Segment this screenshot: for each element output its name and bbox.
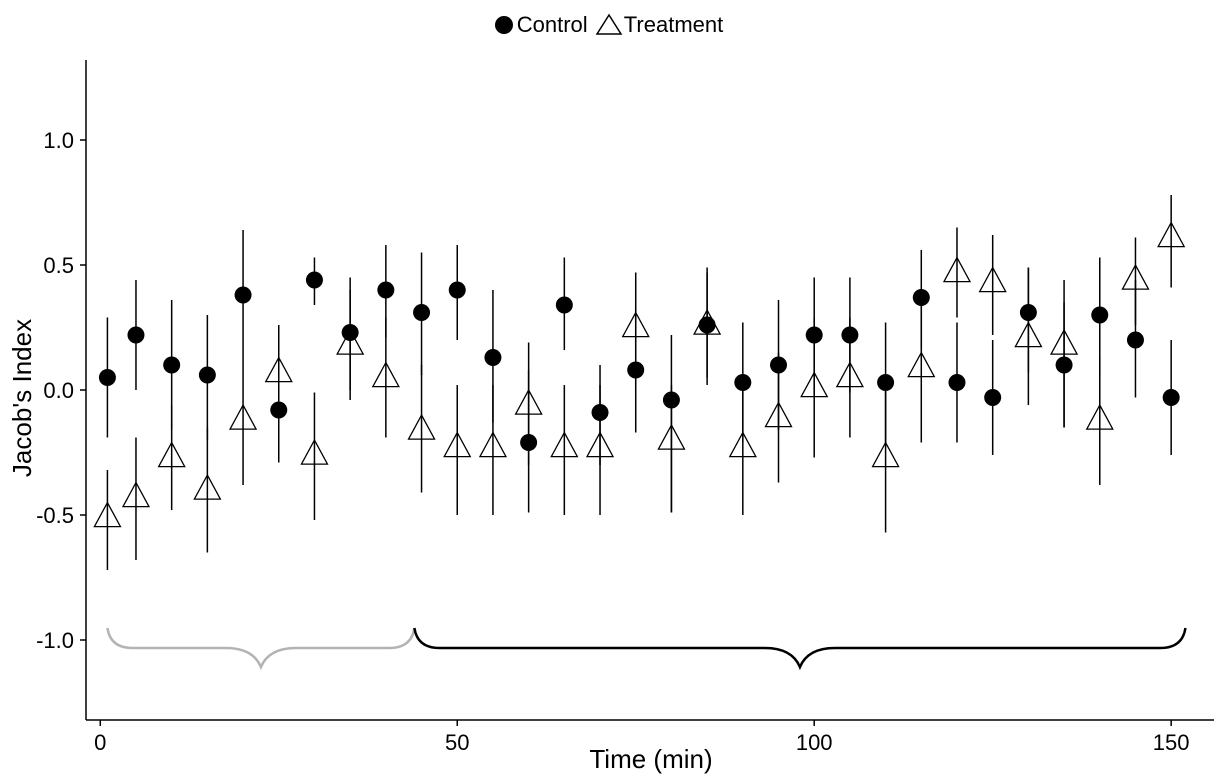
- treatment-point: [93, 501, 122, 528]
- y-tick-label: 0.0: [43, 378, 74, 403]
- x-tick-label: 150: [1153, 730, 1190, 755]
- treatment-point: [550, 431, 579, 458]
- open-triangle-icon: [595, 13, 623, 35]
- treatment-point: [1121, 263, 1150, 290]
- treatment-point: [800, 371, 829, 398]
- y-tick-label: -1.0: [36, 628, 74, 653]
- treatment-point: [1049, 328, 1079, 355]
- control-point: [984, 389, 1002, 406]
- control-point: [627, 361, 645, 379]
- control-point: [377, 281, 395, 299]
- treatment-point: [1085, 403, 1114, 430]
- x-tick-label: 50: [445, 730, 469, 755]
- treatment-point: [907, 351, 936, 378]
- control-point: [734, 374, 752, 391]
- curly-brace: [106, 627, 416, 671]
- control-point: [1019, 304, 1037, 321]
- treatment-point: [514, 388, 543, 415]
- treatment-point: [764, 401, 793, 428]
- control-point: [555, 296, 573, 314]
- legend-item-treatment: Treatment: [594, 12, 723, 38]
- axes: -1.0 -0.5 0.0 0.5 1.0 0 50 100 150: [36, 60, 1214, 755]
- treatment-point: [693, 308, 722, 335]
- treatment-point: [336, 328, 365, 355]
- treatment-point: [443, 431, 472, 458]
- treatment-point: [300, 438, 329, 465]
- control-point: [198, 366, 216, 384]
- control-point: [948, 374, 966, 391]
- treatment-point: [657, 423, 686, 450]
- legend-label-treatment: Treatment: [623, 12, 724, 37]
- control-point: [127, 326, 145, 344]
- control-point: [912, 289, 930, 306]
- control-point: [877, 374, 895, 391]
- treatment-point: [585, 431, 615, 458]
- y-axis-label: Jacob's Index: [7, 319, 37, 477]
- control-point: [305, 271, 323, 289]
- x-tick-label: 100: [796, 730, 833, 755]
- legend-item-control: Control: [491, 12, 588, 38]
- treatment-point: [728, 431, 757, 458]
- treatment-point: [228, 403, 258, 430]
- treatment-point: [264, 356, 293, 383]
- control-point: [234, 286, 252, 304]
- control-point: [1055, 356, 1073, 374]
- control-point: [520, 434, 538, 451]
- control-point: [413, 304, 431, 321]
- brace-annotations: [106, 627, 1187, 671]
- treatment-point: [157, 441, 186, 468]
- treatment-point: [193, 473, 222, 500]
- treatment-point: [1014, 321, 1043, 348]
- treatment-point: [407, 413, 436, 440]
- treatment-point: [478, 431, 508, 458]
- control-point: [841, 326, 859, 344]
- x-tick-label: 0: [94, 730, 106, 755]
- treatment-point: [871, 441, 900, 468]
- legend: Control Treatment: [0, 12, 1214, 44]
- control-point: [484, 349, 502, 366]
- filled-circle-icon: [494, 16, 513, 34]
- treatment-point: [978, 266, 1007, 293]
- control-point: [1126, 331, 1144, 349]
- x-axis-label: Time (min): [589, 744, 712, 774]
- legend-label-control: Control: [516, 12, 588, 37]
- treatment-point: [121, 481, 151, 508]
- treatment-point: [835, 361, 864, 388]
- y-tick-label: 0.5: [43, 253, 74, 278]
- y-tick-label: 1.0: [43, 128, 74, 153]
- control-point: [98, 369, 116, 386]
- control-point: [698, 316, 716, 334]
- control-point: [270, 401, 288, 419]
- control-point: [1162, 389, 1180, 406]
- control-point: [591, 404, 609, 421]
- control-point: [770, 356, 788, 374]
- control-point: [163, 356, 181, 374]
- curly-brace: [413, 627, 1187, 671]
- treatment-point: [621, 311, 650, 338]
- control-point: [662, 391, 680, 409]
- control-point: [448, 281, 466, 299]
- treatment-point: [371, 361, 400, 388]
- treatment-point: [942, 256, 972, 283]
- data-marks: [93, 195, 1186, 570]
- control-point: [805, 326, 823, 344]
- y-tick-label: -0.5: [36, 503, 74, 528]
- treatment-point: [1157, 221, 1186, 248]
- control-point: [1091, 306, 1109, 324]
